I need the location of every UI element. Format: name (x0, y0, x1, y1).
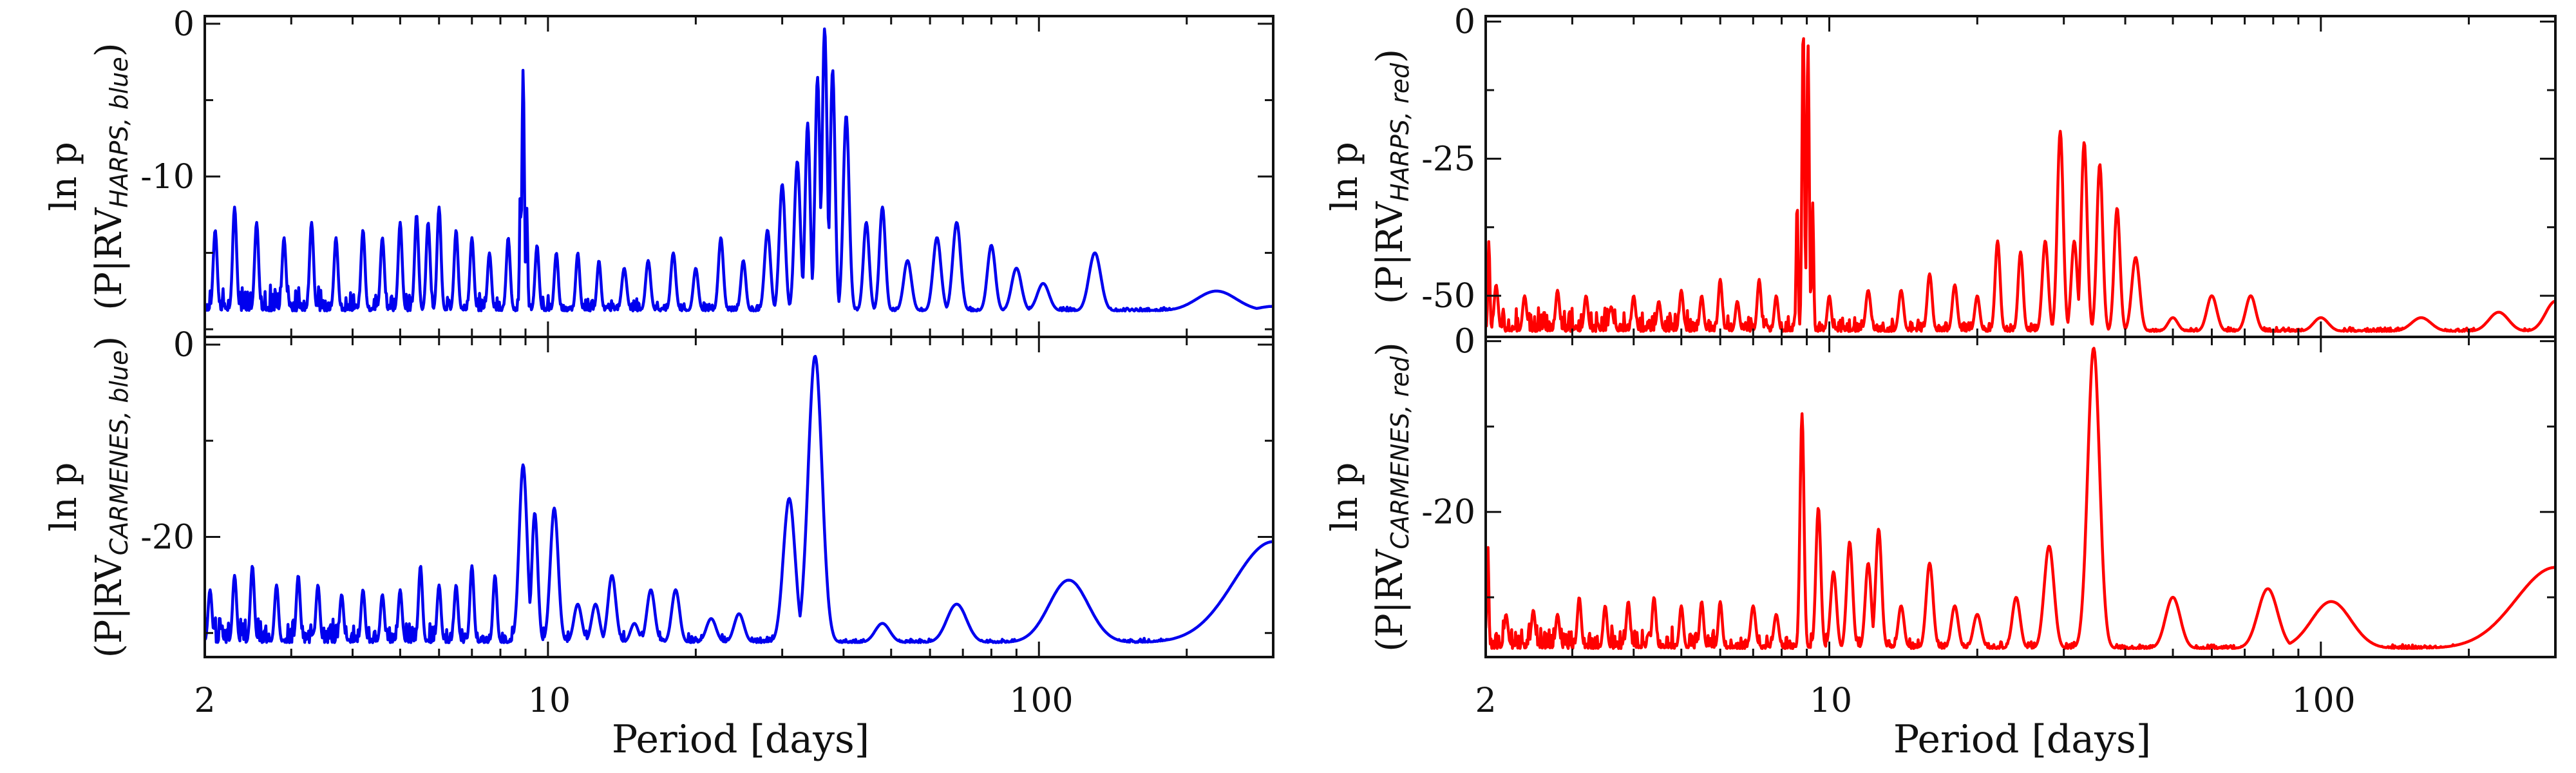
axes-frame (1484, 336, 2557, 658)
axes-frame (1484, 15, 2557, 338)
axes-frame (204, 336, 1274, 658)
ytick-label: 0 (1454, 3, 1475, 42)
series-line-carmenes_red (1486, 347, 2555, 650)
xtick-label-left-10: 10 (528, 682, 571, 720)
ytick-label: -20 (140, 518, 194, 557)
ylabel-prefix: (P|RV (88, 207, 130, 310)
ylabel-prefix: (P|RV (1369, 201, 1411, 305)
series-line-harps_blue (205, 27, 1273, 312)
series-line-harps_red (1486, 37, 2555, 333)
ylabel-suffix: ) (88, 43, 130, 57)
xtick-label-left-2: 2 (194, 682, 215, 720)
ylabel-prefix: (P|RV (88, 555, 130, 658)
ylabel-suffix: ) (1369, 49, 1411, 63)
ylabel-subscript: HARPS, red (1386, 62, 1414, 202)
ylabel-suffix: ) (1369, 342, 1411, 356)
ytick-label: -10 (140, 158, 194, 196)
ylabel-subscript: CARMENES, red (1386, 356, 1414, 549)
ylabel-suffix: ) (88, 336, 130, 350)
ylabel-prefix: (P|RV (1369, 548, 1411, 652)
xtick-label-right-10: 10 (1810, 682, 1852, 720)
ylabel-line1: ln p (1324, 142, 1366, 211)
ytick-label: 0 (173, 5, 194, 44)
panel-carmenes_blue: 0 -20 ln p(P|RVCARMENES, blue) (43, 326, 1274, 658)
ylabel-line1: ln p (43, 142, 85, 211)
ytick-label: -25 (1421, 140, 1475, 178)
xaxis-label-right: Period [days] (1893, 717, 2151, 762)
ylabel-subscript: HARPS, blue (105, 57, 133, 207)
ytick-label: 0 (173, 326, 194, 365)
xtick-label-right-2: 2 (1475, 682, 1496, 720)
ylabel-line2: (P|RVCARMENES, blue) (88, 336, 133, 658)
ylabel-line2: (P|RVHARPS, red) (1369, 49, 1414, 304)
ylabel-line1: ln p (1324, 463, 1366, 532)
ylabel-line2: (P|RVCARMENES, red) (1369, 342, 1414, 651)
series-line-carmenes_blue (205, 354, 1273, 644)
panel-harps_red: 0 -25 -50 ln p(P|RVHARPS, red) (1324, 3, 2557, 338)
ytick-label: 0 (1454, 323, 1475, 361)
ylabel-line2: (P|RVHARPS, blue) (88, 43, 133, 310)
xtick-label-right-100: 100 (2291, 682, 2355, 720)
ytick-label: -50 (1421, 277, 1475, 316)
panel-harps_blue: 0 -10 ln p(P|RVHARPS, blue) (43, 5, 1274, 338)
panel-carmenes_red: 0 -20 ln p(P|RVCARMENES, red) (1324, 323, 2557, 658)
xaxis-label-left: Period [days] (612, 717, 869, 762)
xtick-label-left-100: 100 (1009, 682, 1073, 720)
ylabel-line1: ln p (43, 463, 85, 532)
ytick-label: -20 (1421, 493, 1475, 532)
ylabel-subscript: CARMENES, blue (105, 350, 133, 556)
